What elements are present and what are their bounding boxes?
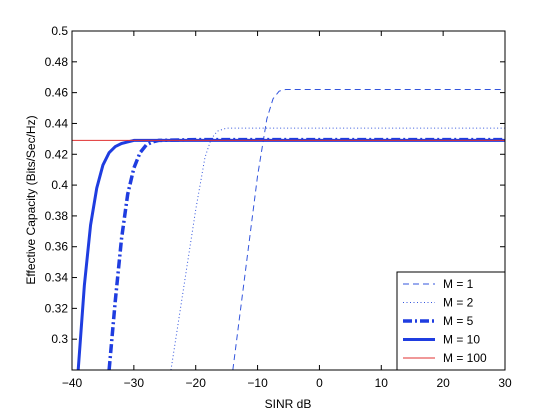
y-tick-label: 0.4 [51, 178, 68, 192]
legend-label-1: M = 1 [443, 277, 474, 291]
y-tick-label: 0.34 [45, 271, 69, 285]
x-tick-label: −40 [62, 376, 83, 390]
legend-label-4: M = 10 [443, 333, 480, 347]
x-tick-label: −10 [247, 376, 268, 390]
y-tick-label: 0.46 [45, 86, 69, 100]
legend: M = 1 M = 2 M = 5 M = 10 M = 100 [396, 271, 506, 371]
y-tick-label: 0.3 [51, 332, 68, 346]
series-line-1 [232, 89, 505, 370]
legend-label-5: M = 100 [443, 351, 487, 365]
legend-label-2: M = 2 [443, 296, 474, 310]
series-layer [72, 89, 505, 370]
x-axis: −40 −30 −20 −10 0 10 20 30 [62, 31, 512, 390]
y-tick-label: 0.36 [45, 240, 69, 254]
legend-label-3: M = 5 [443, 314, 474, 328]
x-tick-label: 20 [436, 376, 450, 390]
x-tick-label: 0 [316, 376, 323, 390]
x-tick-label: 10 [375, 376, 389, 390]
y-tick-label: 0.32 [45, 301, 69, 315]
x-tick-label: 30 [498, 376, 512, 390]
y-tick-label: 0.48 [45, 55, 69, 69]
x-tick-label: −20 [186, 376, 207, 390]
x-tick-label: −30 [124, 376, 145, 390]
y-axis: 0.3 0.32 0.34 0.36 0.38 0.4 0.42 0.44 0.46 0.48 0.… [45, 24, 505, 346]
y-tick-label: 0.42 [45, 147, 69, 161]
plot-frame [71, 30, 506, 371]
x-axis-label: SINR dB [265, 397, 312, 411]
y-axis-label: Effective Capacity (Bits/Sec/Hz) [24, 115, 38, 284]
y-tick-label: 0.5 [51, 24, 68, 38]
y-tick-label: 0.44 [45, 116, 69, 130]
y-tick-label: 0.38 [45, 209, 69, 223]
